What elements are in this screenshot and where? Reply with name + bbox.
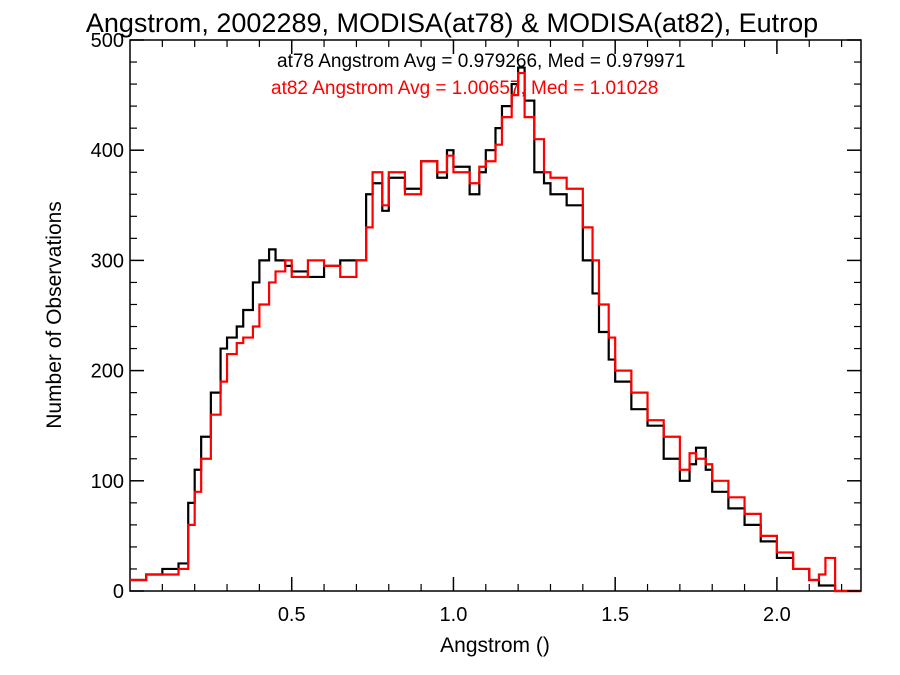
plot-frame bbox=[129, 39, 862, 592]
y-axis-label: Number of Observations bbox=[43, 201, 66, 429]
y-tick-label: 0 bbox=[113, 581, 124, 603]
y-tick-label: 500 bbox=[91, 30, 124, 52]
annotation-at82: at82 Angstrom Avg = 1.00657, Med = 1.010… bbox=[271, 78, 658, 99]
series-line-at82 bbox=[130, 71, 861, 593]
y-tick-label: 200 bbox=[91, 361, 124, 383]
x-tick-label: 0.5 bbox=[278, 604, 306, 626]
tick-layer: 0.5 1.0 1.5 2.0 0 100 200 300 400 500 bbox=[91, 30, 861, 626]
x-tick-label: 2.0 bbox=[763, 604, 791, 626]
annotation-at78: at78 Angstrom Avg = 0.979266, Med = 0.97… bbox=[277, 51, 685, 72]
series-line-at78 bbox=[130, 66, 861, 593]
y-tick-label: 100 bbox=[91, 471, 124, 493]
y-tick-label: 300 bbox=[91, 250, 124, 272]
x-tick-label: 1.5 bbox=[601, 604, 629, 626]
chart-title: Angstrom, 2002289, MODISA(at78) & MODISA… bbox=[86, 8, 818, 38]
y-tick-label: 400 bbox=[91, 140, 124, 162]
series-layer bbox=[130, 66, 861, 593]
x-tick-label: 1.0 bbox=[440, 604, 468, 626]
x-axis-label: Angstrom () bbox=[440, 634, 550, 657]
